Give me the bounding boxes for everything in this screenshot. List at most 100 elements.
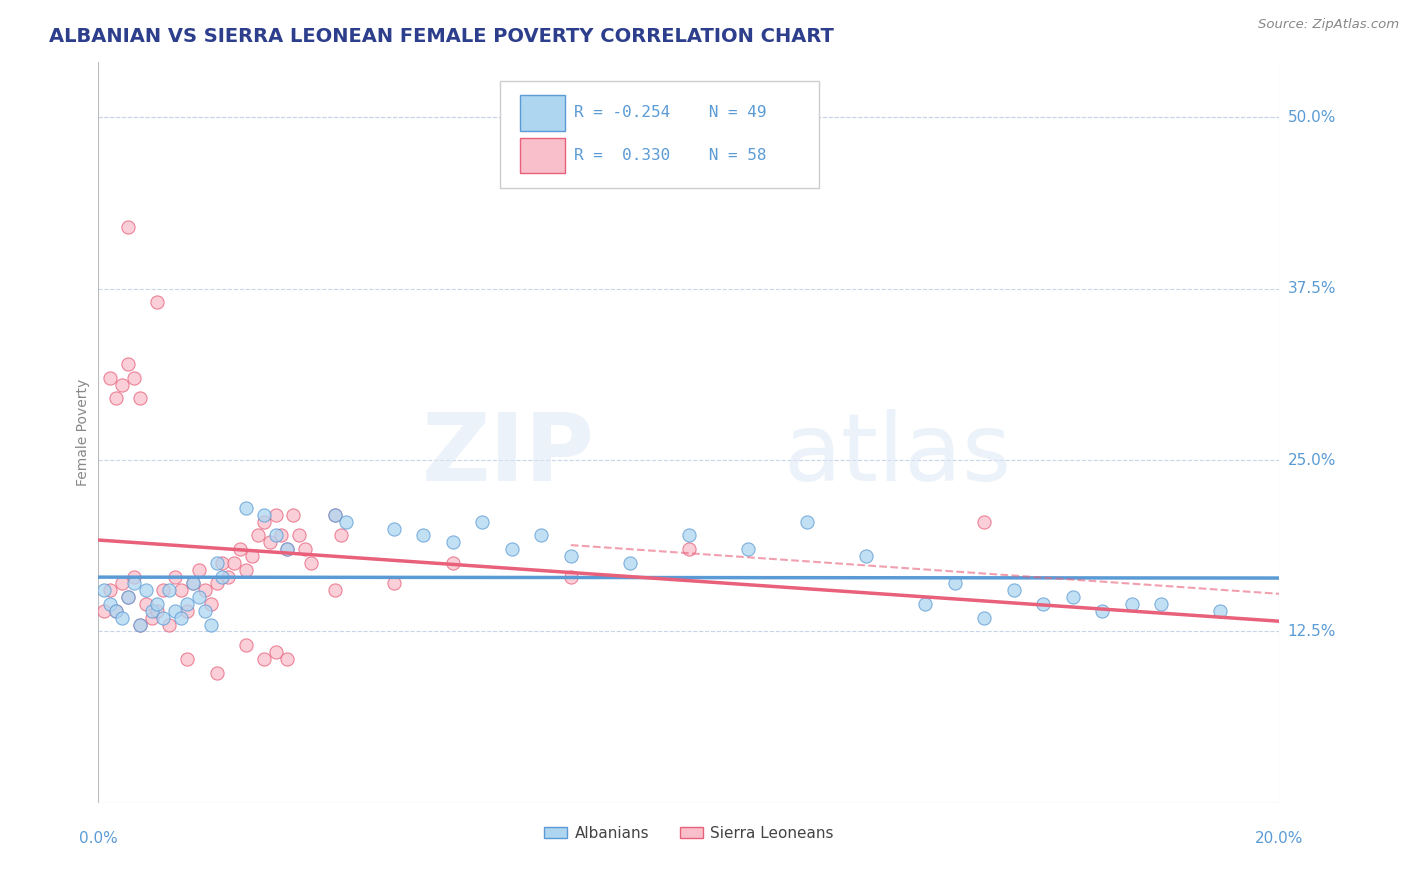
Point	[1150, 597, 1173, 611]
Point	[141, 604, 163, 618]
Point	[194, 583, 217, 598]
Point	[98, 597, 121, 611]
Text: 37.5%: 37.5%	[1288, 281, 1336, 296]
Point	[264, 508, 287, 522]
Point	[200, 597, 222, 611]
Point	[240, 549, 263, 563]
Point	[1121, 597, 1143, 611]
Point	[211, 556, 233, 570]
Point	[530, 528, 553, 542]
Point	[117, 357, 139, 371]
Point	[246, 528, 269, 542]
Point	[412, 528, 434, 542]
Text: atlas: atlas	[783, 409, 1012, 500]
Point	[501, 542, 523, 557]
Point	[181, 576, 204, 591]
Point	[276, 652, 298, 666]
Point	[135, 583, 157, 598]
Point	[165, 604, 187, 618]
Point	[276, 542, 298, 557]
Point	[1002, 583, 1025, 598]
Point	[270, 528, 292, 542]
Text: R = -0.254    N = 49: R = -0.254 N = 49	[575, 105, 766, 120]
Point	[205, 576, 228, 591]
Point	[253, 515, 276, 529]
Point	[170, 611, 193, 625]
Point	[943, 576, 966, 591]
Point	[187, 590, 209, 604]
Point	[105, 392, 128, 406]
Point	[471, 515, 494, 529]
Point	[235, 563, 257, 577]
Legend: Albanians, Sierra Leoneans: Albanians, Sierra Leoneans	[538, 820, 839, 847]
Point	[211, 569, 233, 583]
Point	[187, 563, 209, 577]
Text: ALBANIAN VS SIERRA LEONEAN FEMALE POVERTY CORRELATION CHART: ALBANIAN VS SIERRA LEONEAN FEMALE POVERT…	[49, 27, 834, 45]
Point	[737, 542, 759, 557]
Point	[264, 528, 287, 542]
Point	[170, 583, 193, 598]
Point	[259, 535, 281, 549]
Point	[382, 522, 405, 536]
Point	[141, 611, 163, 625]
Point	[283, 508, 305, 522]
Point	[619, 556, 641, 570]
Point	[176, 604, 198, 618]
Point	[796, 515, 818, 529]
Text: R =  0.330    N = 58: R = 0.330 N = 58	[575, 148, 766, 163]
Point	[128, 617, 150, 632]
Point	[229, 542, 252, 557]
Point	[157, 617, 180, 632]
Point	[253, 652, 276, 666]
Point	[157, 583, 180, 598]
Point	[973, 611, 995, 625]
Text: 12.5%: 12.5%	[1288, 624, 1336, 639]
Point	[1062, 590, 1084, 604]
Point	[194, 604, 217, 618]
Point	[128, 392, 150, 406]
Point	[973, 515, 995, 529]
Point	[105, 604, 128, 618]
Text: Source: ZipAtlas.com: Source: ZipAtlas.com	[1258, 18, 1399, 31]
Text: 50.0%: 50.0%	[1288, 110, 1336, 125]
Point	[678, 528, 700, 542]
Point	[855, 549, 877, 563]
Point	[93, 604, 115, 618]
Point	[200, 617, 222, 632]
Point	[176, 597, 198, 611]
Point	[146, 597, 169, 611]
Point	[235, 638, 257, 652]
Point	[111, 377, 134, 392]
Point	[181, 576, 204, 591]
Point	[441, 535, 464, 549]
Point	[441, 556, 464, 570]
Point	[117, 219, 139, 234]
Point	[146, 604, 169, 618]
Point	[235, 501, 257, 516]
Point	[122, 569, 145, 583]
FancyBboxPatch shape	[501, 81, 818, 188]
FancyBboxPatch shape	[520, 138, 565, 173]
Point	[93, 583, 115, 598]
Point	[217, 569, 239, 583]
Point	[128, 617, 150, 632]
Point	[1032, 597, 1054, 611]
Point	[323, 508, 346, 522]
Point	[299, 556, 322, 570]
Point	[914, 597, 936, 611]
Point	[117, 590, 139, 604]
Point	[264, 645, 287, 659]
Point	[105, 604, 128, 618]
FancyBboxPatch shape	[520, 95, 565, 130]
Point	[117, 590, 139, 604]
Point	[205, 556, 228, 570]
Point	[382, 576, 405, 591]
Point	[152, 611, 174, 625]
Text: 0.0%: 0.0%	[79, 830, 118, 846]
Point	[276, 542, 298, 557]
Point	[323, 583, 346, 598]
Point	[224, 556, 246, 570]
Point	[122, 576, 145, 591]
Point	[165, 569, 187, 583]
Point	[335, 515, 357, 529]
